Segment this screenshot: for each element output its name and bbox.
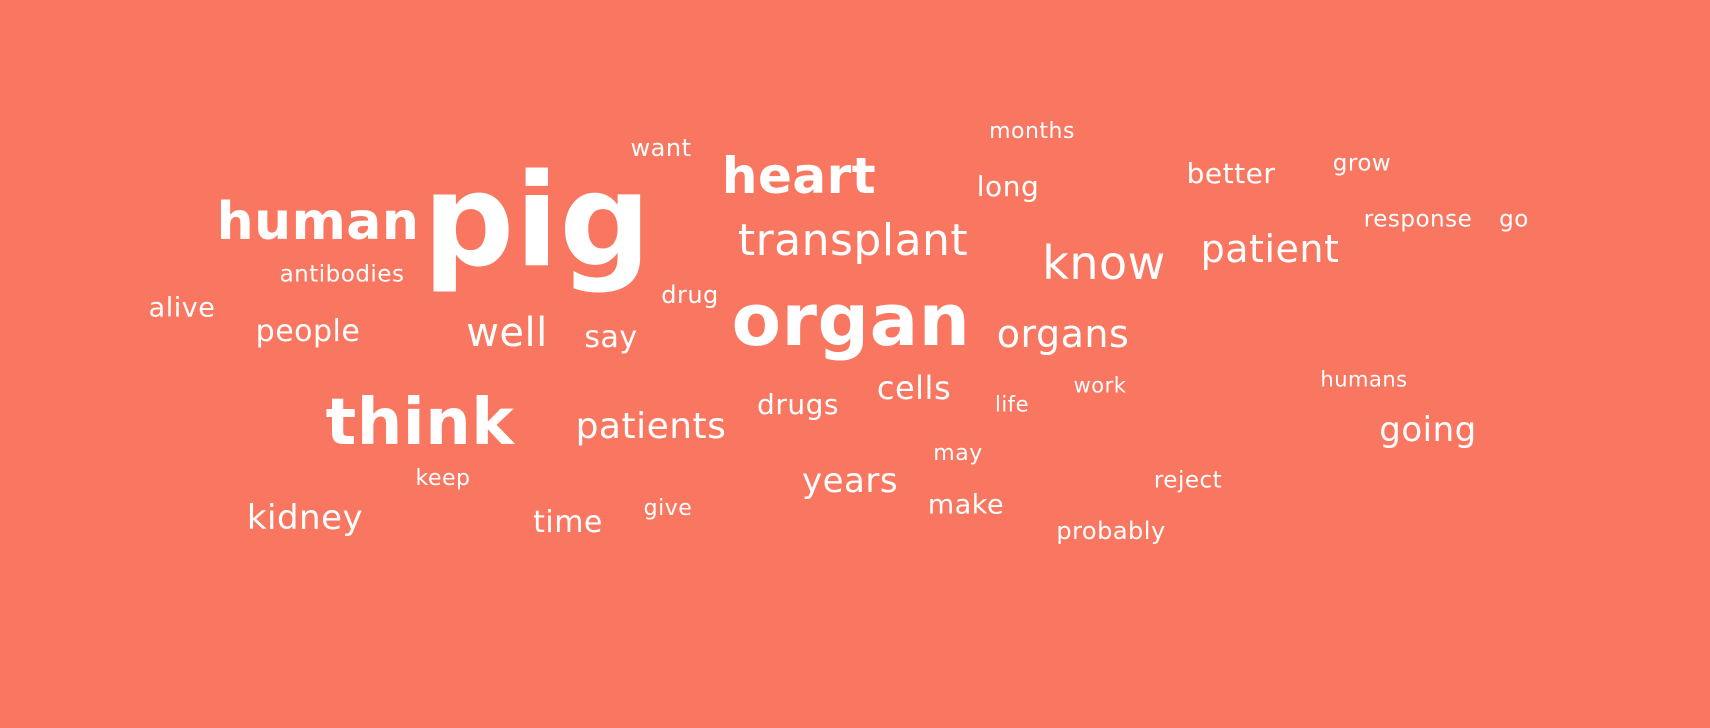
word-antibodies: antibodies xyxy=(279,261,405,288)
word-human: human xyxy=(216,192,420,252)
word-humans: humans xyxy=(1320,367,1408,392)
word-keep: keep xyxy=(415,466,471,491)
word-organ: organ xyxy=(731,278,971,362)
word-reject: reject xyxy=(1153,467,1223,494)
word-patients: patients xyxy=(575,406,727,447)
word-years: years xyxy=(801,461,899,501)
word-alive: alive xyxy=(148,292,216,324)
word-organs: organs xyxy=(996,312,1130,356)
word-response: response xyxy=(1363,206,1473,233)
word-well: well xyxy=(466,310,548,356)
word-give: give xyxy=(643,496,693,521)
word-think: think xyxy=(325,386,515,460)
word-kidney: kidney xyxy=(246,498,364,538)
word-life: life xyxy=(995,392,1029,417)
word-make: make xyxy=(927,489,1005,521)
word-people: people xyxy=(255,314,361,349)
word-may: may xyxy=(933,441,983,466)
word-time: time xyxy=(533,505,603,540)
word-know: know xyxy=(1042,236,1166,290)
word-heart: heart xyxy=(721,147,877,205)
word-patient: patient xyxy=(1200,227,1340,271)
word-cells: cells xyxy=(876,369,952,407)
word-long: long xyxy=(976,170,1040,203)
word-say: say xyxy=(584,320,638,355)
word-work: work xyxy=(1073,373,1127,398)
word-better: better xyxy=(1186,157,1276,190)
word-probably: probably xyxy=(1056,517,1166,545)
word-transplant: transplant xyxy=(737,215,969,266)
word-want: want xyxy=(630,134,692,162)
word-grow: grow xyxy=(1332,150,1392,177)
word-go: go xyxy=(1499,206,1529,233)
word-drug: drug xyxy=(661,281,719,309)
word-drugs: drugs xyxy=(757,388,839,421)
word-going: going xyxy=(1379,410,1477,450)
word-pig: pig xyxy=(422,147,652,296)
word-months: months xyxy=(989,119,1075,144)
